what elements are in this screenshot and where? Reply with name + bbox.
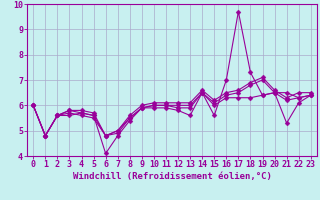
X-axis label: Windchill (Refroidissement éolien,°C): Windchill (Refroidissement éolien,°C): [73, 172, 271, 181]
